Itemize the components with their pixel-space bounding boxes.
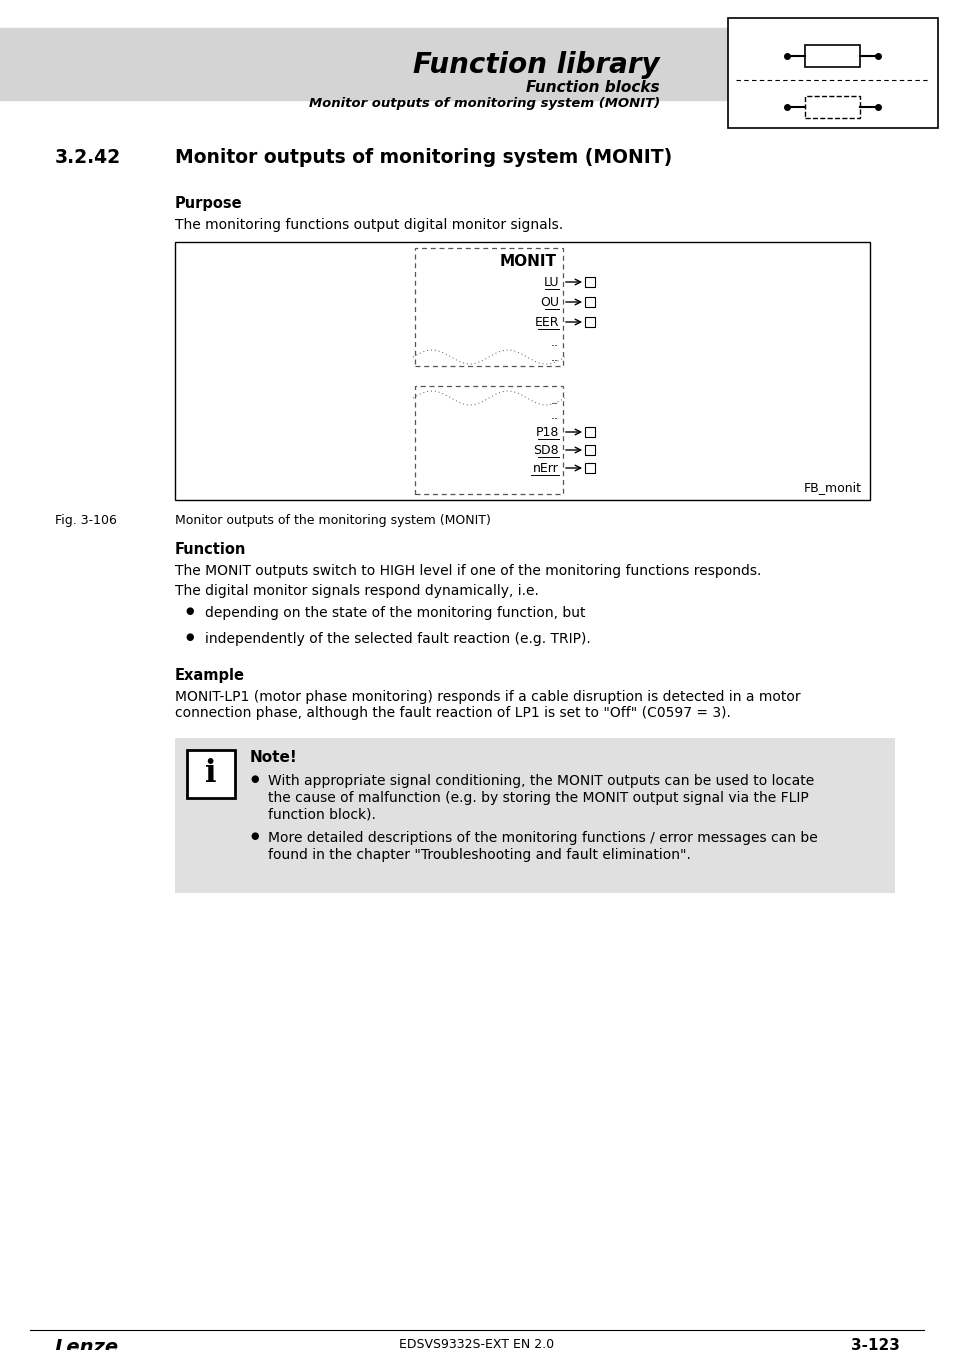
Text: ●: ● <box>185 606 193 616</box>
Bar <box>727 18 937 128</box>
Text: ..: .. <box>551 394 558 406</box>
Bar <box>584 463 595 472</box>
Text: The digital monitor signals respond dynamically, i.e.: The digital monitor signals respond dyna… <box>174 585 538 598</box>
Text: With appropriate signal conditioning, the MONIT outputs can be used to locate: With appropriate signal conditioning, th… <box>268 774 814 788</box>
Bar <box>804 45 860 68</box>
Text: Function blocks: Function blocks <box>526 81 659 96</box>
Text: ..: .. <box>551 336 558 350</box>
Text: LU: LU <box>543 275 558 289</box>
Bar <box>415 248 562 366</box>
Bar <box>584 317 595 327</box>
Text: ..: .. <box>551 351 558 364</box>
Text: the cause of malfunction (e.g. by storing the MONIT output signal via the FLIP: the cause of malfunction (e.g. by storin… <box>268 791 808 805</box>
Text: More detailed descriptions of the monitoring functions / error messages can be: More detailed descriptions of the monito… <box>268 832 817 845</box>
Text: Purpose: Purpose <box>174 196 242 211</box>
Text: independently of the selected fault reaction (e.g. TRIP).: independently of the selected fault reac… <box>205 632 590 647</box>
Text: connection phase, although the fault reaction of LP1 is set to "Off" (C0597 = 3): connection phase, although the fault rea… <box>174 706 730 720</box>
Text: Fig. 3-106: Fig. 3-106 <box>55 514 117 526</box>
Text: Note!: Note! <box>250 751 297 765</box>
Bar <box>584 427 595 437</box>
Text: depending on the state of the monitoring function, but: depending on the state of the monitoring… <box>205 606 585 620</box>
Bar <box>174 738 894 892</box>
Text: ●: ● <box>250 774 258 784</box>
Text: found in the chapter "Troubleshooting and fault elimination".: found in the chapter "Troubleshooting an… <box>268 848 690 863</box>
Text: P18: P18 <box>535 427 558 439</box>
Text: FB_monit: FB_monit <box>803 481 862 494</box>
Text: EER: EER <box>534 316 558 329</box>
Bar <box>187 751 234 798</box>
Text: Monitor outputs of monitoring system (MONIT): Monitor outputs of monitoring system (MO… <box>309 97 659 111</box>
Text: MONIT: MONIT <box>499 254 557 269</box>
Text: Monitor outputs of the monitoring system (MONIT): Monitor outputs of the monitoring system… <box>174 514 491 526</box>
Text: i: i <box>205 757 216 788</box>
Text: The monitoring functions output digital monitor signals.: The monitoring functions output digital … <box>174 217 562 232</box>
Text: Function: Function <box>174 541 246 558</box>
Text: OU: OU <box>539 296 558 309</box>
Text: 3.2.42: 3.2.42 <box>55 148 121 167</box>
Bar <box>415 386 562 494</box>
Text: ●: ● <box>185 632 193 643</box>
Bar <box>584 297 595 306</box>
Bar <box>804 96 860 117</box>
Text: EDSVS9332S-EXT EN 2.0: EDSVS9332S-EXT EN 2.0 <box>399 1338 554 1350</box>
Text: ●: ● <box>250 832 258 841</box>
Text: The MONIT outputs switch to HIGH level if one of the monitoring functions respon: The MONIT outputs switch to HIGH level i… <box>174 564 760 578</box>
Text: function block).: function block). <box>268 809 375 822</box>
Text: SD8: SD8 <box>533 444 558 458</box>
Text: MONIT-LP1 (motor phase monitoring) responds if a cable disruption is detected in: MONIT-LP1 (motor phase monitoring) respo… <box>174 690 800 703</box>
Text: Lenze: Lenze <box>55 1338 119 1350</box>
Text: Function library: Function library <box>413 51 659 80</box>
Text: Monitor outputs of monitoring system (MONIT): Monitor outputs of monitoring system (MO… <box>174 148 672 167</box>
Text: Example: Example <box>174 668 245 683</box>
Text: nErr: nErr <box>533 462 558 475</box>
Bar <box>174 242 869 500</box>
Text: ..: .. <box>551 409 558 423</box>
Text: 3-123: 3-123 <box>850 1338 899 1350</box>
Bar <box>584 277 595 288</box>
Bar <box>584 446 595 455</box>
Bar <box>0 28 729 100</box>
